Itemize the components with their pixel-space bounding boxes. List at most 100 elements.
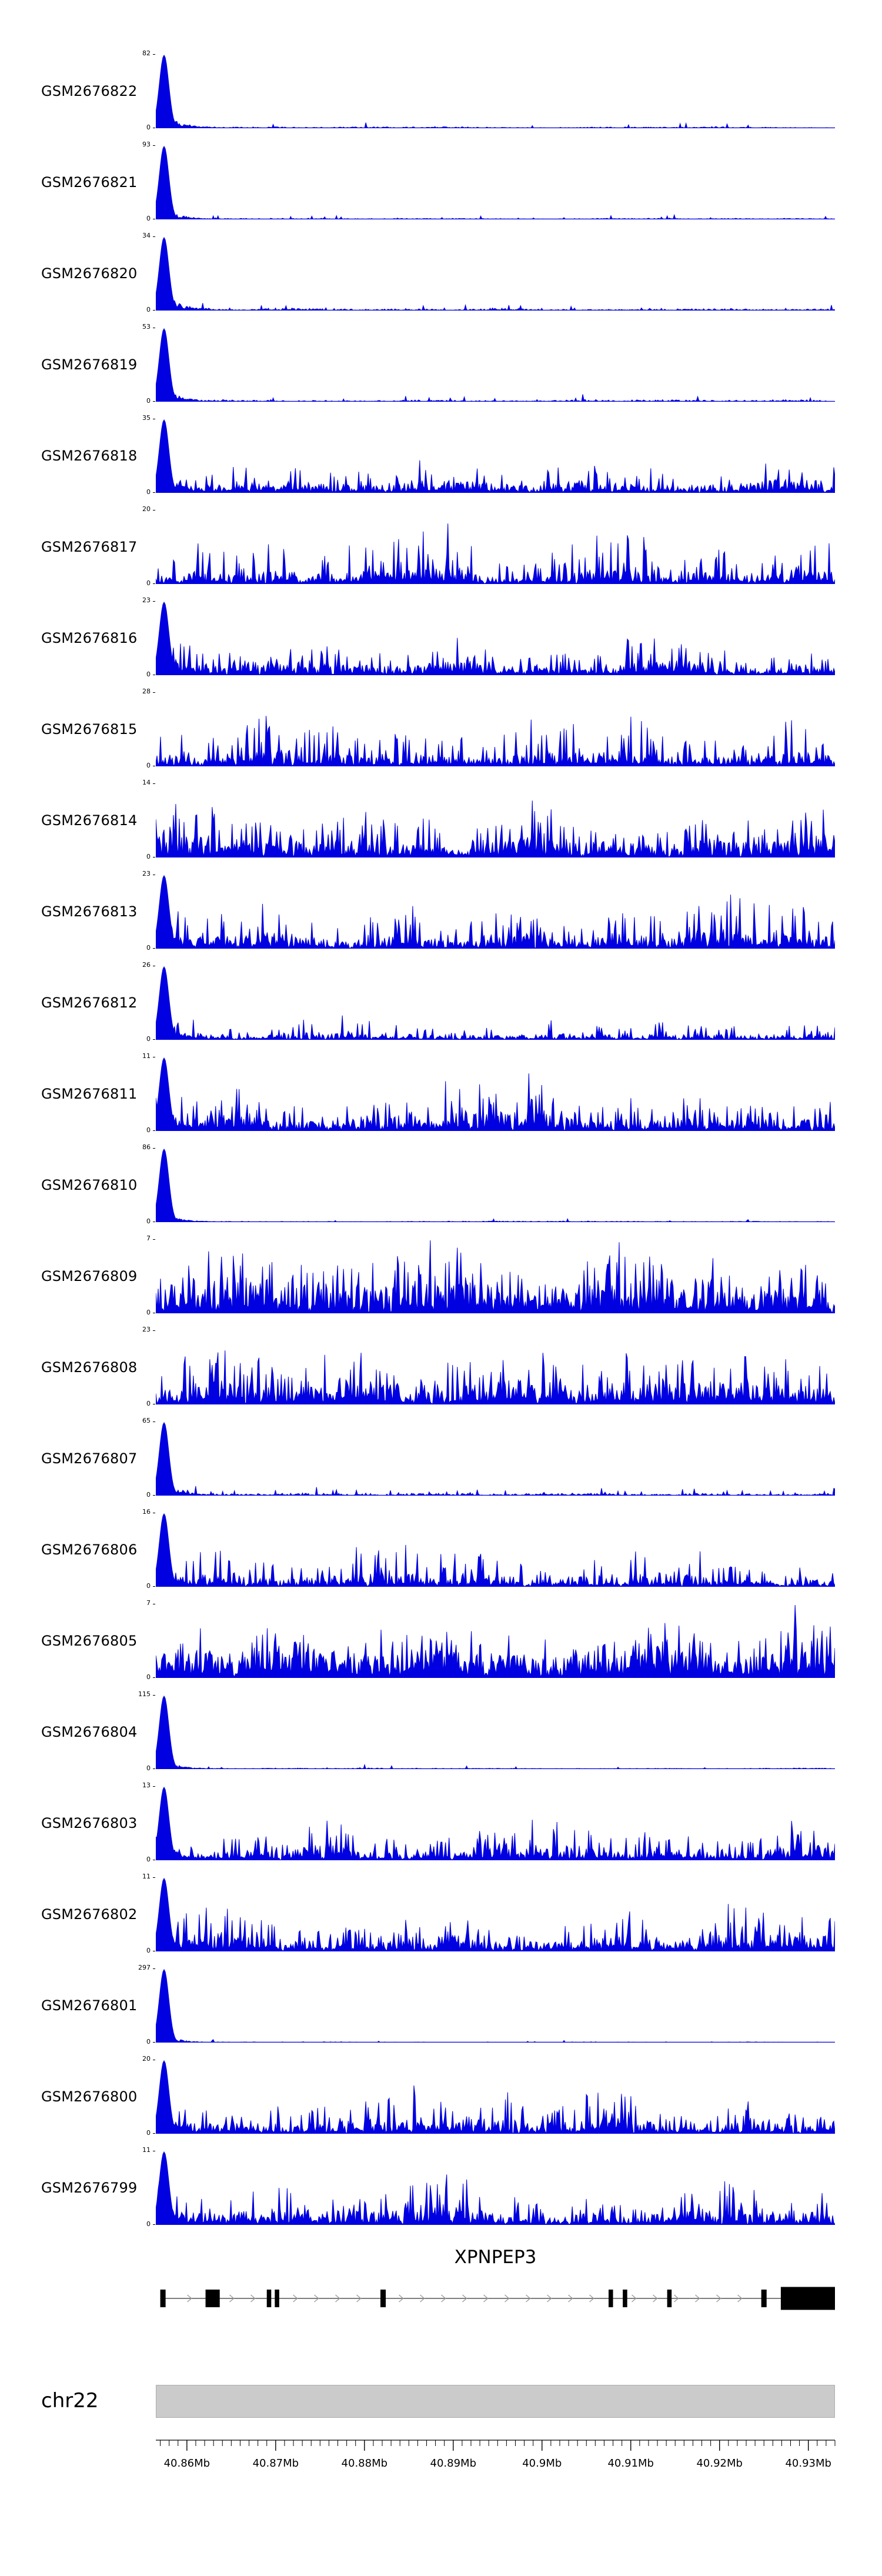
yaxis-top-tick xyxy=(153,783,155,784)
track-label: GSM2676803 xyxy=(41,1815,138,1831)
track-row: GSM2676800 20 0 xyxy=(0,2056,882,2137)
yaxis-zero-value: 0 xyxy=(146,1764,151,1772)
strand-direction-arrow-icon xyxy=(483,2294,489,2303)
coverage-signal-plot xyxy=(156,716,835,766)
yaxis-zero-value: 0 xyxy=(146,1673,151,1681)
yaxis-zero-value: 0 xyxy=(146,1035,151,1043)
yaxis-max-value: 11 xyxy=(142,1052,151,1060)
yaxis-bottom-tick xyxy=(153,1495,155,1496)
track-label: GSM2676807 xyxy=(41,1450,138,1467)
yaxis-top-tick xyxy=(153,1786,155,1787)
coverage-signal-area xyxy=(156,236,835,311)
chromosome-label: chr22 xyxy=(41,2389,99,2413)
coverage-signal-area xyxy=(156,716,835,766)
yaxis-zero-value: 0 xyxy=(146,488,151,496)
coverage-signal-area xyxy=(156,2151,835,2225)
gene-name-label: XPNPEP3 xyxy=(454,2247,537,2268)
strand-direction-arrow-icon xyxy=(653,2294,658,2303)
strand-direction-arrow-icon xyxy=(399,2294,404,2303)
exon-block xyxy=(205,2290,220,2307)
track-row: GSM2676816 23 0 xyxy=(0,597,882,678)
coverage-signal-plot xyxy=(156,523,835,584)
coverage-signal-plot xyxy=(156,800,835,857)
yaxis-bottom-tick xyxy=(153,583,155,584)
yaxis-bottom-tick xyxy=(153,2224,155,2225)
track-row: GSM2676807 65 0 xyxy=(0,1417,882,1499)
exon-block xyxy=(380,2290,386,2307)
strand-direction-arrow-icon xyxy=(187,2294,192,2303)
track-label: GSM2676821 xyxy=(41,174,138,191)
coverage-signal-plot xyxy=(156,2060,835,2134)
track-label: GSM2676822 xyxy=(41,83,138,99)
strand-direction-arrow-icon xyxy=(589,2294,594,2303)
track-label: GSM2676808 xyxy=(41,1359,138,1376)
track-row: GSM2676805 7 0 xyxy=(0,1600,882,1681)
exon-block xyxy=(266,2290,272,2307)
track-label: GSM2676810 xyxy=(41,1177,138,1193)
track-label: GSM2676801 xyxy=(41,1997,138,2014)
track-row: GSM2676814 14 0 xyxy=(0,779,882,860)
track-label: GSM2676805 xyxy=(41,1633,138,1649)
coverage-signal-area xyxy=(156,523,835,584)
coverage-signal-plot xyxy=(156,145,835,219)
strand-direction-arrow-icon xyxy=(568,2294,573,2303)
axis-tick-label: 40.9Mb xyxy=(522,2457,562,2470)
yaxis-top-tick xyxy=(153,1239,155,1240)
strand-direction-arrow-icon xyxy=(420,2294,425,2303)
strand-direction-arrow-icon xyxy=(293,2294,298,2303)
coverage-signal-plot xyxy=(156,1877,835,1951)
yaxis-max-value: 7 xyxy=(146,1599,151,1607)
yaxis-zero-value: 0 xyxy=(146,2220,151,2228)
track-row: GSM2676803 13 0 xyxy=(0,1782,882,1863)
exon-block xyxy=(780,2287,835,2310)
exon-block xyxy=(609,2290,613,2307)
track-label: GSM2676820 xyxy=(41,265,138,282)
yaxis-max-value: 34 xyxy=(142,232,151,239)
yaxis-zero-value: 0 xyxy=(146,215,151,222)
gene-model-track xyxy=(160,2287,835,2310)
coverage-signal-area xyxy=(156,1350,835,1404)
track-label: GSM2676815 xyxy=(41,721,138,738)
coverage-signal-area xyxy=(156,1604,835,1678)
strand-direction-arrow-icon xyxy=(314,2294,319,2303)
coverage-signal-area xyxy=(156,1695,835,1769)
coverage-signal-plot xyxy=(156,601,835,675)
yaxis-bottom-tick xyxy=(153,1130,155,1131)
yaxis-max-value: 23 xyxy=(142,870,151,877)
yaxis-max-value: 20 xyxy=(142,2055,151,2063)
strand-direction-arrow-icon xyxy=(441,2294,446,2303)
track-label: GSM2676817 xyxy=(41,539,138,555)
yaxis-bottom-tick xyxy=(153,1039,155,1040)
yaxis-max-value: 11 xyxy=(142,1873,151,1880)
track-row: GSM2676810 86 0 xyxy=(0,1144,882,1225)
track-label: GSM2676806 xyxy=(41,1541,138,1558)
yaxis-top-tick xyxy=(153,1695,155,1696)
yaxis-max-value: 53 xyxy=(142,323,151,331)
track-label: GSM2676809 xyxy=(41,1268,138,1284)
yaxis-zero-value: 0 xyxy=(146,1126,151,1134)
track-row: GSM2676812 26 0 xyxy=(0,962,882,1043)
track-label: GSM2676812 xyxy=(41,995,138,1011)
coverage-signal-plot xyxy=(156,1057,835,1131)
coverage-signal-area xyxy=(156,1057,835,1131)
yaxis-zero-value: 0 xyxy=(146,1582,151,1590)
yaxis-top-tick xyxy=(153,692,155,693)
coverage-signal-plot xyxy=(156,419,835,493)
strand-direction-arrow-icon xyxy=(505,2294,510,2303)
yaxis-zero-value: 0 xyxy=(146,306,151,313)
strand-direction-arrow-icon xyxy=(229,2294,235,2303)
coverage-signal-plot xyxy=(156,1350,835,1404)
yaxis-zero-value: 0 xyxy=(146,1309,151,1316)
coverage-signal-plot xyxy=(156,1968,835,2043)
yaxis-bottom-tick xyxy=(153,1677,155,1678)
coverage-signal-plot xyxy=(156,54,835,128)
yaxis-bottom-tick xyxy=(153,948,155,949)
track-row: GSM2676806 16 0 xyxy=(0,1509,882,1590)
coverage-signal-area xyxy=(156,145,835,219)
yaxis-zero-value: 0 xyxy=(146,397,151,405)
yaxis-max-value: 14 xyxy=(142,779,151,786)
coverage-signal-area xyxy=(156,1422,835,1496)
yaxis-zero-value: 0 xyxy=(146,1856,151,1863)
yaxis-zero-value: 0 xyxy=(146,853,151,860)
track-row: GSM2676819 53 0 xyxy=(0,323,882,405)
